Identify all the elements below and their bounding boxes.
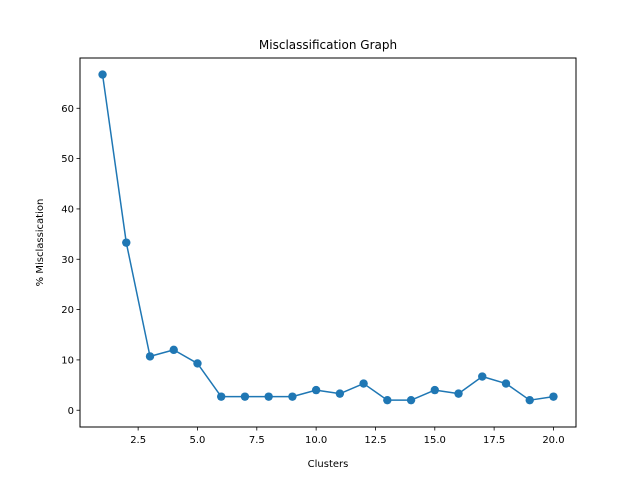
plot-area xyxy=(98,70,558,405)
x-tick-label: 17.5 xyxy=(483,435,505,446)
data-point xyxy=(240,392,250,401)
data-point xyxy=(264,392,273,401)
data-point xyxy=(525,395,534,405)
data-point xyxy=(193,359,202,368)
data-point xyxy=(169,345,178,355)
data-point xyxy=(478,372,487,381)
x-tick-label: 7.5 xyxy=(249,435,265,446)
data-point xyxy=(122,238,131,247)
y-tick-label: 30 xyxy=(61,255,74,266)
y-tick-label: 20 xyxy=(61,305,74,316)
y-tick-label: 50 xyxy=(61,154,74,165)
x-tick-label: 15.0 xyxy=(424,435,446,446)
y-tick-label: 0 xyxy=(68,406,74,417)
data-point xyxy=(383,395,392,405)
data-point xyxy=(335,389,345,398)
data-point xyxy=(145,352,155,361)
data-point xyxy=(359,379,368,388)
series-line xyxy=(101,74,554,401)
data-point xyxy=(549,392,558,401)
y-tick-label: 40 xyxy=(61,205,74,216)
data-point xyxy=(501,379,511,388)
data-point xyxy=(406,395,416,405)
x-tick-label: 12.5 xyxy=(364,435,386,446)
data-point xyxy=(217,392,226,401)
data-point xyxy=(311,385,321,395)
x-axis-ticks: 2.5 5.0 7.5 10.0 12.5 15.0 17.5 20.0 xyxy=(130,427,565,446)
data-point xyxy=(98,70,107,79)
x-tick-label: 5.0 xyxy=(190,435,206,446)
y-axis-ticks: 0 10 20 30 40 50 60 xyxy=(61,104,80,417)
x-tick-label: 20.0 xyxy=(542,435,564,446)
chart-title: Misclassification Graph xyxy=(259,38,397,52)
axes-frame xyxy=(79,57,577,428)
x-tick-label: 10.0 xyxy=(305,435,327,446)
data-point xyxy=(454,389,463,398)
y-tick-label: 60 xyxy=(61,104,74,115)
y-axis-label: % Misclassication xyxy=(35,199,46,287)
data-point xyxy=(430,385,439,395)
y-tick-label: 10 xyxy=(61,356,74,367)
x-axis-label: Clusters xyxy=(308,459,349,470)
x-tick-label: 2.5 xyxy=(130,435,146,446)
data-point xyxy=(288,392,297,401)
